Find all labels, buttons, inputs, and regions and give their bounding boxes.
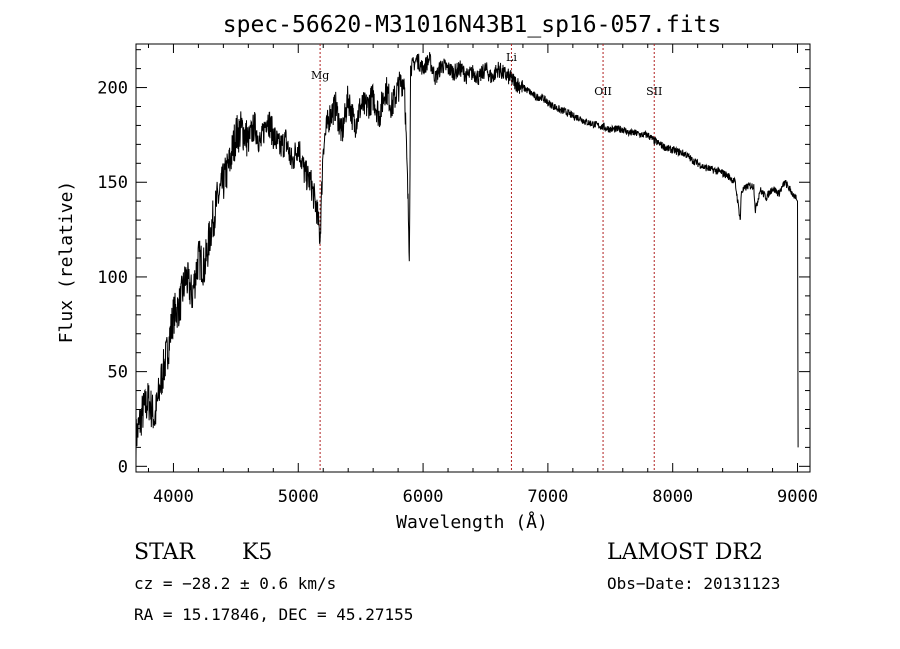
x-tick-label: 8000 (652, 487, 693, 507)
line-markers (319, 44, 655, 472)
y-tick-label: 200 (97, 79, 128, 99)
y-tick-label: 0 (118, 457, 128, 477)
y-axis-label: Flux (relative) (56, 181, 77, 344)
chart-title: spec-56620-M31016N43B1_sp16-057.fits (223, 12, 722, 38)
x-tick-label: 5000 (278, 487, 319, 507)
obs-date: Obs−Date: 20131123 (607, 574, 780, 593)
cz-value: cz = −28.2 ± 0.6 km/s (134, 574, 336, 593)
plot-frame (135, 43, 811, 473)
line-marker-labels: Mg Li OII SII (311, 51, 662, 98)
x-tick-label: 4000 (153, 487, 194, 507)
line-marker-label: Mg (311, 69, 329, 82)
x-axis-label: Wavelength (Å) (396, 511, 548, 533)
survey-name: LAMOST DR2 (607, 540, 763, 565)
x-tick-label: 6000 (403, 487, 444, 507)
object-subclass: K5 (242, 540, 272, 565)
x-tick-label: 9000 (777, 487, 818, 507)
x-tick-label: 7000 (527, 487, 568, 507)
line-marker-label: Li (506, 51, 517, 64)
y-tick-label: 150 (97, 173, 128, 193)
line-marker-label: OII (594, 85, 612, 98)
line-marker-label: SII (646, 85, 662, 98)
y-axis: 0 50 100 150 200 (97, 49, 810, 477)
object-type: STAR (134, 540, 196, 565)
coordinates: RA = 15.17846, DEC = 45.27155 (134, 605, 413, 624)
spectrum-line (136, 52, 799, 459)
y-tick-label: 50 (108, 363, 128, 383)
y-tick-label: 100 (97, 268, 128, 288)
x-axis: 4000 5000 6000 7000 8000 9000 (147, 44, 818, 507)
